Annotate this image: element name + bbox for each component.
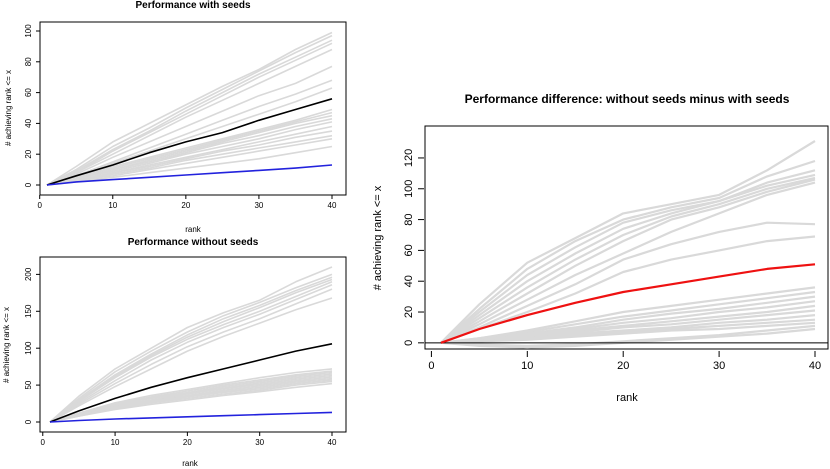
chart-performance-without-seeds: Performance without seeds rank # achievi…	[2, 237, 347, 468]
background-series-line	[440, 181, 816, 344]
x-tick-label: 10	[108, 201, 117, 210]
background-series-line	[46, 111, 333, 186]
x-axis-label: rank	[185, 225, 202, 234]
y-axis-label: # achieving rank <= x	[372, 185, 384, 290]
y-tick-label: 50	[24, 380, 33, 389]
background-series-line	[46, 48, 333, 186]
x-tick-label: 20	[617, 360, 629, 372]
background-series-line	[440, 176, 816, 344]
background-series-line	[49, 273, 333, 423]
background-series-line	[46, 65, 333, 186]
y-tick-label: 80	[24, 57, 33, 66]
background-series-line	[440, 178, 816, 344]
x-tick-label: 10	[521, 360, 533, 372]
x-tick-label: 40	[809, 360, 821, 372]
x-tick-label: 20	[181, 201, 190, 210]
background-series	[49, 266, 333, 423]
axes: 0 10 20 30 40 0 20 40 60 80 100 120	[403, 149, 821, 372]
x-tick-label: 40	[328, 201, 337, 210]
y-tick-label: 100	[24, 24, 33, 38]
y-tick-label: 200	[24, 267, 33, 281]
series-line-baseline	[46, 164, 333, 186]
series-line-baseline	[49, 411, 333, 423]
y-tick-label: 150	[24, 304, 33, 318]
series-line-average	[46, 98, 333, 186]
y-tick-label: 0	[24, 419, 33, 424]
y-tick-label: 20	[403, 306, 415, 318]
highlight-series	[46, 98, 333, 186]
plot-frame	[39, 256, 347, 433]
x-tick-label: 20	[183, 438, 192, 447]
y-tick-label: 0	[24, 182, 33, 187]
y-axis-label: # achieving rank <= x	[4, 70, 13, 146]
axes: 0 10 20 30 40 0 20 40 60 80 100	[24, 24, 337, 210]
x-tick-label: 40	[328, 438, 337, 447]
plot-frame	[39, 21, 347, 196]
x-tick-label: 0	[37, 201, 42, 210]
y-tick-label: 40	[403, 275, 415, 287]
background-series-line	[46, 42, 333, 186]
background-series-line	[46, 31, 333, 186]
x-tick-label: 30	[254, 201, 263, 210]
axes: 0 10 20 30 40 0 50 100 150 200	[24, 267, 337, 447]
x-axis-label: rank	[616, 392, 638, 404]
chart-performance-with-seeds: Performance with seeds rank # achieving …	[4, 0, 347, 234]
y-tick-label: 60	[403, 244, 415, 256]
background-series-line	[440, 159, 816, 344]
background-series-line	[46, 39, 333, 186]
y-tick-label: 80	[403, 213, 415, 225]
background-series-line	[440, 140, 816, 344]
x-tick-label: 0	[41, 438, 46, 447]
background-series	[46, 31, 333, 186]
y-tick-label: 40	[24, 118, 33, 127]
x-axis-label: rank	[182, 459, 199, 468]
background-series-line	[46, 34, 333, 186]
y-tick-label: 100	[403, 180, 415, 198]
y-tick-label: 20	[24, 149, 33, 158]
background-series-line	[49, 283, 333, 423]
background-series-line	[49, 382, 333, 423]
background-series-line	[49, 266, 333, 423]
series-line-average	[440, 263, 816, 344]
x-tick-label: 0	[428, 360, 434, 372]
background-series-line	[440, 221, 816, 344]
chart-title: Performance with seeds	[135, 0, 250, 11]
background-series-line	[49, 288, 333, 423]
background-series-line	[49, 297, 333, 423]
x-tick-label: 30	[713, 360, 725, 372]
x-tick-label: 10	[111, 438, 120, 447]
highlight-series	[425, 263, 828, 344]
background-series-line	[440, 304, 816, 344]
y-tick-label: 100	[24, 341, 33, 355]
background-series-line	[46, 121, 333, 186]
chart-title: Performance without seeds	[128, 237, 259, 248]
chart-title: Performance difference: without seeds mi…	[465, 92, 790, 106]
y-tick-label: 60	[24, 88, 33, 97]
background-series	[440, 140, 816, 349]
plot-frame	[424, 125, 829, 350]
y-tick-label: 120	[403, 149, 415, 167]
background-series-line	[440, 321, 816, 344]
background-series-line	[440, 324, 816, 347]
chart-performance-difference: Performance difference: without seeds mi…	[372, 92, 829, 404]
y-axis-label: # achieving rank <= x	[2, 307, 11, 383]
background-series-line	[49, 281, 333, 423]
x-tick-label: 30	[255, 438, 264, 447]
series-line-average	[49, 343, 333, 423]
background-series-line	[46, 79, 333, 186]
y-tick-label: 0	[403, 340, 415, 346]
highlight-series	[49, 343, 333, 423]
background-series-line	[440, 173, 816, 344]
background-series-line	[440, 290, 816, 344]
background-series-line	[440, 169, 816, 344]
background-series-line	[46, 138, 333, 186]
background-series-line	[49, 278, 333, 423]
